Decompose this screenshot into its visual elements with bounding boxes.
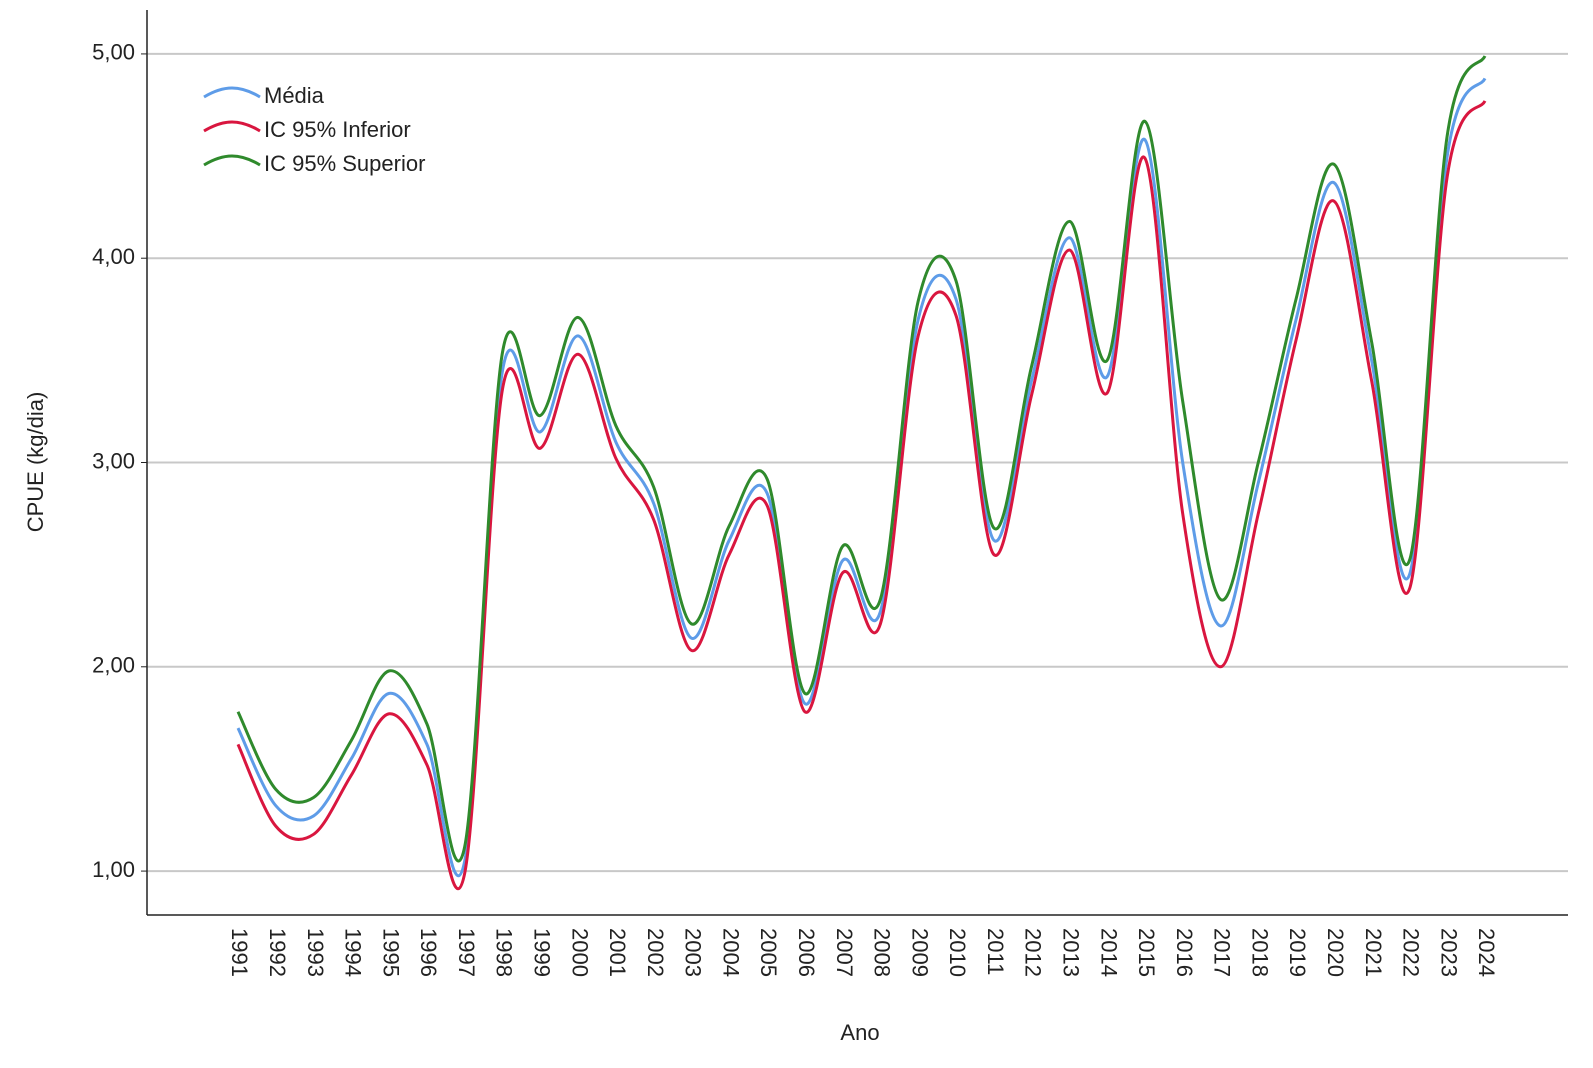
x-tick-label: 2022: [1399, 928, 1424, 977]
x-tick-label: 2010: [945, 928, 970, 977]
x-tick-label: 2020: [1323, 928, 1348, 977]
x-tick-label: 2004: [718, 928, 743, 977]
y-tick-label: 4,00: [92, 244, 135, 269]
x-tick-label: 1998: [492, 928, 517, 977]
x-tick-label: 2015: [1134, 928, 1159, 977]
x-tick-label: 2014: [1096, 928, 1121, 977]
x-tick-label: 2012: [1021, 928, 1046, 977]
x-tick-label: 2018: [1247, 928, 1272, 977]
x-tick-label: 2017: [1210, 928, 1235, 977]
x-tick-label: 2021: [1361, 928, 1386, 977]
x-tick-label: 2009: [907, 928, 932, 977]
x-tick-label: 2008: [870, 928, 895, 977]
x-tick-label: 2000: [567, 928, 592, 977]
x-tick-label: 2024: [1474, 928, 1499, 977]
legend-swatch: [203, 120, 261, 133]
x-axis-title: Ano: [840, 1020, 879, 1045]
series-line: [236, 55, 1487, 863]
x-tick-label: 1997: [454, 928, 479, 977]
y-axis-title: CPUE (kg/dia): [23, 392, 48, 533]
x-tick-label: 2002: [643, 928, 668, 977]
x-tick-label: 2019: [1285, 928, 1310, 977]
y-tick-label: 5,00: [92, 40, 135, 65]
legend-label: IC 95% Inferior: [264, 117, 411, 142]
x-tick-label: 1999: [529, 928, 554, 977]
legend-label: Média: [264, 83, 325, 108]
x-tick-label: 1993: [303, 928, 328, 977]
x-tick-label: 1992: [265, 928, 290, 977]
x-tick-label: 1994: [341, 928, 366, 977]
x-tick-label: 1991: [227, 928, 252, 977]
y-tick-label: 2,00: [92, 653, 135, 678]
x-tick-label: 2001: [605, 928, 630, 977]
x-tick-label: 2005: [756, 928, 781, 977]
legend-label: IC 95% Superior: [264, 151, 425, 176]
x-tick-label: 2023: [1436, 928, 1461, 977]
x-tick-label: 2007: [832, 928, 857, 977]
x-tick-label: 1996: [416, 928, 441, 977]
series-line: [236, 77, 1487, 878]
x-tick-label: 2003: [681, 928, 706, 977]
series-line: [236, 100, 1487, 891]
legend-swatch: [203, 154, 261, 167]
x-tick-label: 2011: [983, 928, 1008, 975]
x-tick-label: 2006: [794, 928, 819, 977]
y-tick-label: 3,00: [92, 448, 135, 473]
legend-swatch: [203, 86, 261, 99]
x-tick-label: 1995: [378, 928, 403, 977]
x-tick-label: 2013: [1059, 928, 1084, 977]
y-tick-label: 1,00: [92, 857, 135, 882]
x-tick-label: 2016: [1172, 928, 1197, 977]
